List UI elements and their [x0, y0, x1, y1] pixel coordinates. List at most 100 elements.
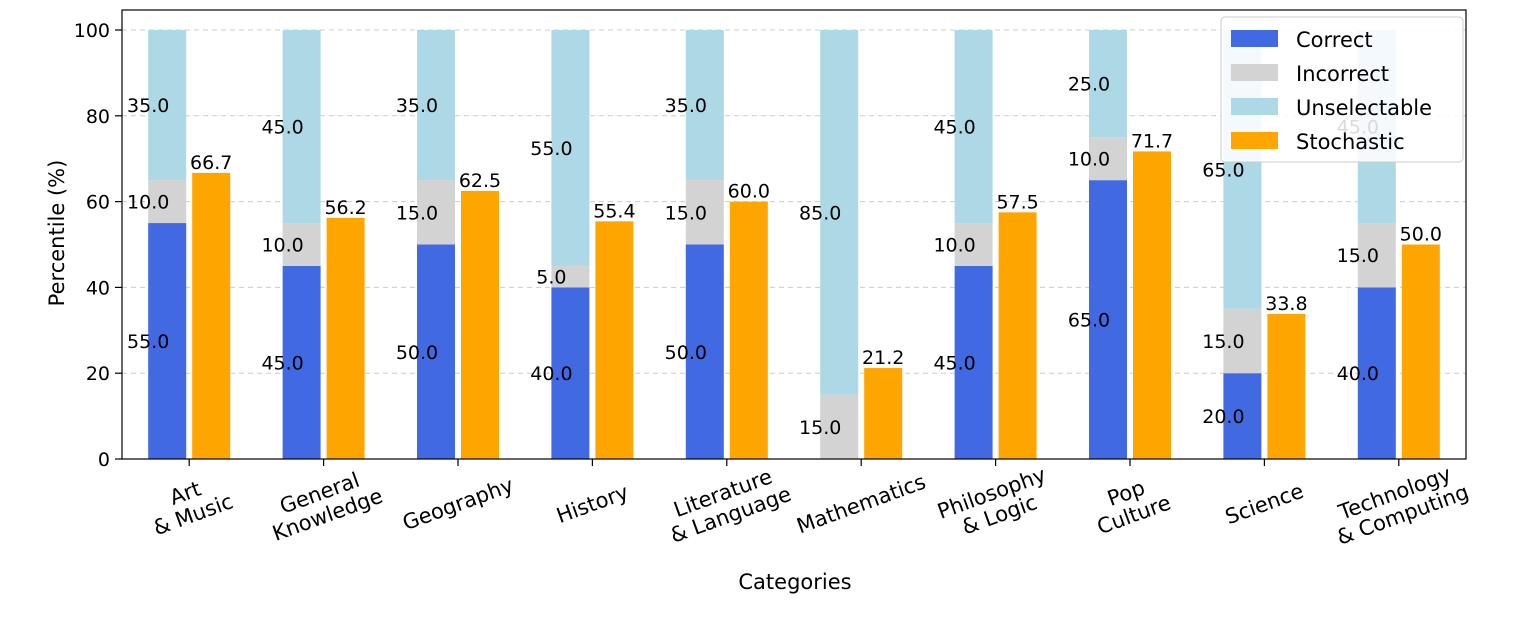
y-tick-label: 100 — [74, 20, 110, 42]
bar-unselectable — [417, 30, 455, 181]
bar-incorrect — [820, 394, 859, 459]
bar-label-stochastic: 56.2 — [324, 197, 366, 219]
bar-unselectable — [1089, 30, 1127, 138]
bar-correct — [148, 223, 187, 459]
bar-stochastic — [864, 368, 903, 459]
bar-label-correct: 55.0 — [127, 331, 169, 353]
legend-entry-stochastic: Stochastic — [1231, 130, 1405, 154]
legend-entry-incorrect: Incorrect — [1231, 62, 1389, 86]
x-tick-label: Science — [1222, 479, 1307, 529]
bar-stochastic — [1133, 151, 1171, 460]
legend-label: Unselectable — [1296, 96, 1432, 120]
bar-stochastic — [998, 212, 1037, 459]
x-tick-label: Literature& Language — [667, 464, 794, 547]
legend-swatch — [1231, 30, 1278, 47]
bar-label-incorrect: 10.0 — [933, 235, 975, 257]
bar-unselectable — [282, 30, 321, 224]
x-tick-label: Technology& Computing — [1334, 462, 1472, 550]
plot-frame — [121, 9, 1467, 460]
bar-label-stochastic: 66.7 — [190, 152, 232, 174]
bar-label-correct: 50.0 — [665, 342, 707, 364]
bar-label-incorrect: 15.0 — [665, 202, 707, 224]
bar-label-unselectable: 55.0 — [530, 138, 572, 160]
bar-correct — [1357, 287, 1396, 459]
legend-entry-correct: Correct — [1231, 28, 1373, 52]
bar-stochastic — [461, 190, 499, 459]
bar-stochastic — [1401, 244, 1440, 459]
bar-label-incorrect: 10.0 — [261, 235, 303, 257]
x-tick-label: History — [553, 480, 631, 528]
bar-stochastic — [595, 221, 634, 459]
bar-unselectable — [551, 30, 590, 266]
bar-label-unselectable: 35.0 — [127, 95, 169, 117]
bar-value-labels: 55.0 10.0 35.0 66.7 45.0 10.0 45.0 56.2 50.0 15.0… — [127, 74, 1442, 439]
bar-label-stochastic: 57.5 — [996, 191, 1038, 213]
bar-correct — [685, 244, 724, 459]
y-tick-label: 0 — [98, 449, 110, 471]
bar-unselectable — [148, 30, 187, 181]
y-axis-title: Percentile (%) — [45, 160, 69, 307]
x-tick-label: Philosophy& Logic — [934, 463, 1049, 540]
bar-label-correct: 40.0 — [530, 363, 572, 385]
y-tick-label: 60 — [86, 192, 110, 214]
bar-label-correct: 65.0 — [1068, 310, 1110, 332]
bars — [148, 30, 1440, 460]
bar-label-incorrect: 5.0 — [536, 267, 566, 289]
x-tick-label-line: Geography — [399, 473, 516, 535]
bar-stochastic — [192, 172, 231, 459]
bar-label-unselectable: 45.0 — [933, 117, 975, 139]
bar-label-stochastic: 21.2 — [862, 347, 904, 369]
bar-correct — [1223, 373, 1262, 459]
bar-label-correct: 40.0 — [1337, 363, 1379, 385]
bar-incorrect — [685, 180, 724, 245]
bar-label-incorrect: 15.0 — [396, 202, 438, 224]
x-tick-label-line: Science — [1222, 479, 1307, 529]
legend-swatch — [1231, 64, 1278, 81]
bar-label-unselectable: 35.0 — [665, 95, 707, 117]
bar-label-correct: 20.0 — [1202, 406, 1244, 428]
bar-incorrect — [417, 180, 455, 245]
bar-label-unselectable: 25.0 — [1068, 74, 1110, 96]
bar-incorrect — [551, 265, 590, 288]
bar-correct — [1089, 180, 1127, 459]
bar-correct — [954, 265, 993, 459]
bar-unselectable — [685, 30, 724, 181]
bar-label-incorrect: 15.0 — [1202, 331, 1244, 353]
bar-label-stochastic: 62.5 — [459, 170, 501, 192]
bar-label-stochastic: 55.4 — [593, 200, 635, 222]
bar-label-stochastic: 60.0 — [728, 181, 770, 203]
x-tick-label-line: History — [553, 480, 631, 528]
bar-stochastic — [1267, 313, 1306, 459]
bar-label-incorrect: 15.0 — [799, 417, 841, 439]
bar-incorrect — [1089, 137, 1127, 181]
x-tick-label: Mathematics — [794, 470, 929, 539]
legend: Correct Incorrect Unselectable Stochastic — [1220, 16, 1464, 163]
legend-label: Correct — [1296, 28, 1373, 52]
bar-stochastic — [729, 201, 768, 459]
bar-label-stochastic: 50.0 — [1400, 224, 1442, 246]
y-axis: 0 20 40 60 80 100 — [74, 20, 122, 471]
bar-label-incorrect: 15.0 — [1337, 245, 1379, 267]
bar-correct — [551, 287, 590, 459]
x-tick-label: Geography — [399, 473, 516, 535]
legend-swatch — [1231, 98, 1278, 115]
bar-label-unselectable: 35.0 — [396, 95, 438, 117]
bar-correct — [282, 265, 321, 459]
bar-label-incorrect: 10.0 — [1068, 149, 1110, 171]
y-tick-label: 40 — [86, 277, 110, 299]
legend-label: Incorrect — [1296, 62, 1389, 86]
bar-label-correct: 50.0 — [396, 342, 438, 364]
bar-stochastic — [326, 217, 365, 459]
bar-unselectable — [954, 30, 993, 224]
bar-label-unselectable: 85.0 — [799, 202, 841, 224]
bar-label-stochastic: 71.7 — [1131, 130, 1173, 152]
bar-label-correct: 45.0 — [933, 352, 975, 374]
x-tick-label-line: Mathematics — [794, 470, 929, 539]
bar-label-incorrect: 10.0 — [127, 192, 169, 214]
bar-incorrect — [1223, 308, 1262, 374]
bar-incorrect — [282, 223, 321, 266]
